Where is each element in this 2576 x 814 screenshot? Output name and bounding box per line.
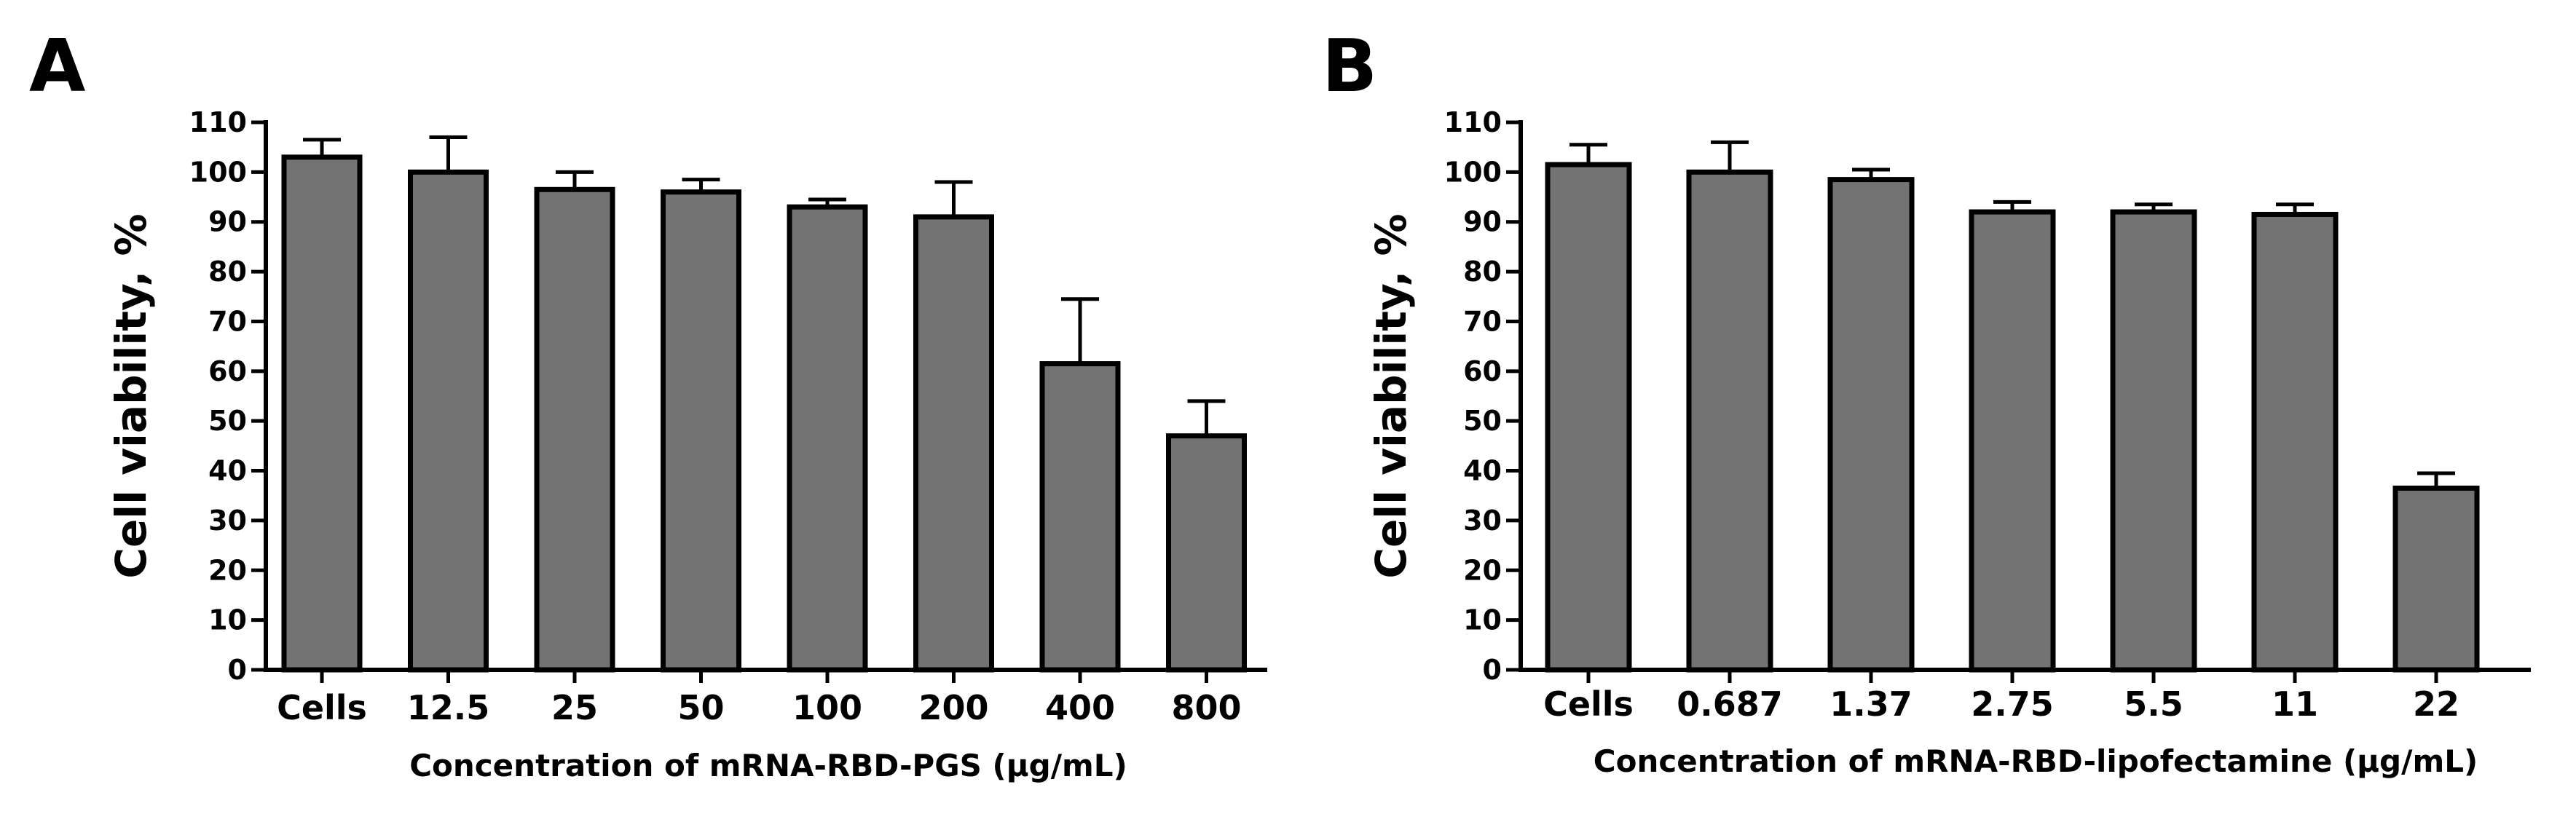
panel-a-category-label: 200 [918,688,988,727]
panel-a-y-tick-label: 10 [208,604,247,636]
panel-b-x-axis-title: Concentration of mRNA-RBD-lipofectamine … [1594,743,2478,779]
panel-b-y-tick-label: 90 [1463,206,1502,238]
panel-b-category-label: 2.75 [1971,684,2054,724]
panel-a-y-tick-label: 60 [208,355,247,387]
panel-a-category-label: 800 [1171,688,1241,727]
panel-a-y-tick-label: 20 [208,554,247,586]
panel-b-bar [2392,485,2480,673]
panel-b-bar [1969,209,2056,673]
panel-b-y-axis-title: Cell viability, % [1366,213,1416,578]
panel-a-y-axis-title: Cell viability, % [106,213,156,578]
panel-a-category-label: 50 [677,688,724,727]
panel-b-y-tick-label: 60 [1463,355,1502,387]
panel-a-bar [1166,433,1247,673]
panel-b-y-tick-label: 10 [1463,604,1502,636]
panel-b-y-tick-label: 100 [1444,156,1502,188]
panel-b-bar [2110,209,2197,673]
panel-a-y-tick-label: 80 [208,256,247,288]
panel-a-y-tick-label: 90 [208,206,247,238]
panel-b-y-tick-label: 0 [1483,654,1502,686]
panel-a-y-tick-label: 50 [208,405,247,437]
panel-b-category-label: 0.687 [1677,684,1783,724]
panel-b-y-tick-label: 110 [1444,106,1502,138]
panel-a-category-label: 100 [792,688,862,727]
panel-a-x-axis-title: Concentration of mRNA-RBD-PGS (µg/mL) [409,748,1127,783]
panel-a-bar [408,169,489,673]
panel-a-bar [913,214,994,673]
panel-b-bar [2251,211,2339,673]
panel-b-category-label: Cells [1543,684,1634,724]
panel-b-y-tick-label: 80 [1463,256,1502,288]
panel-a-bar [281,154,363,673]
panel-b-bar [1686,169,1773,673]
panel-b-category-label: 11 [2272,684,2318,724]
panel-a-bar [1039,361,1121,673]
panel-b-y-tick-label: 40 [1463,455,1502,487]
panel-a-category-label: 25 [551,688,598,727]
panel-a-label: A [29,23,85,108]
panel-a-y-tick-label: 100 [189,156,247,188]
panel-b-label: B [1322,23,1377,108]
panel-b-y-tick-label: 20 [1463,554,1502,586]
panel-a-bar [787,204,868,673]
panel-b-category-label: 1.37 [1829,684,1913,724]
panel-a-category-label: 400 [1045,688,1115,727]
panel-a-category-label: 12.5 [407,688,490,727]
panel-b-category-label: 22 [2413,684,2459,724]
panel-b-category-label: 5.5 [2124,684,2183,724]
panel-a-bar [534,186,615,673]
panel-a-y-tick-label: 110 [189,106,247,138]
panel-b-y-tick-label: 30 [1463,505,1502,537]
panel-a-y-tick-label: 70 [208,305,247,337]
panel-b-bar [1827,177,1915,673]
panel-a-y-tick-label: 30 [208,505,247,537]
panel-a-y-tick-label: 40 [208,455,247,487]
panel-b-y-tick-label: 70 [1463,305,1502,337]
panel-b-bar [1545,162,1632,673]
panel-a-y-tick-label: 0 [228,654,247,686]
panel-a-category-label: Cells [277,688,367,727]
panel-b-y-tick-label: 50 [1463,405,1502,437]
panel-a-bar [661,189,741,673]
